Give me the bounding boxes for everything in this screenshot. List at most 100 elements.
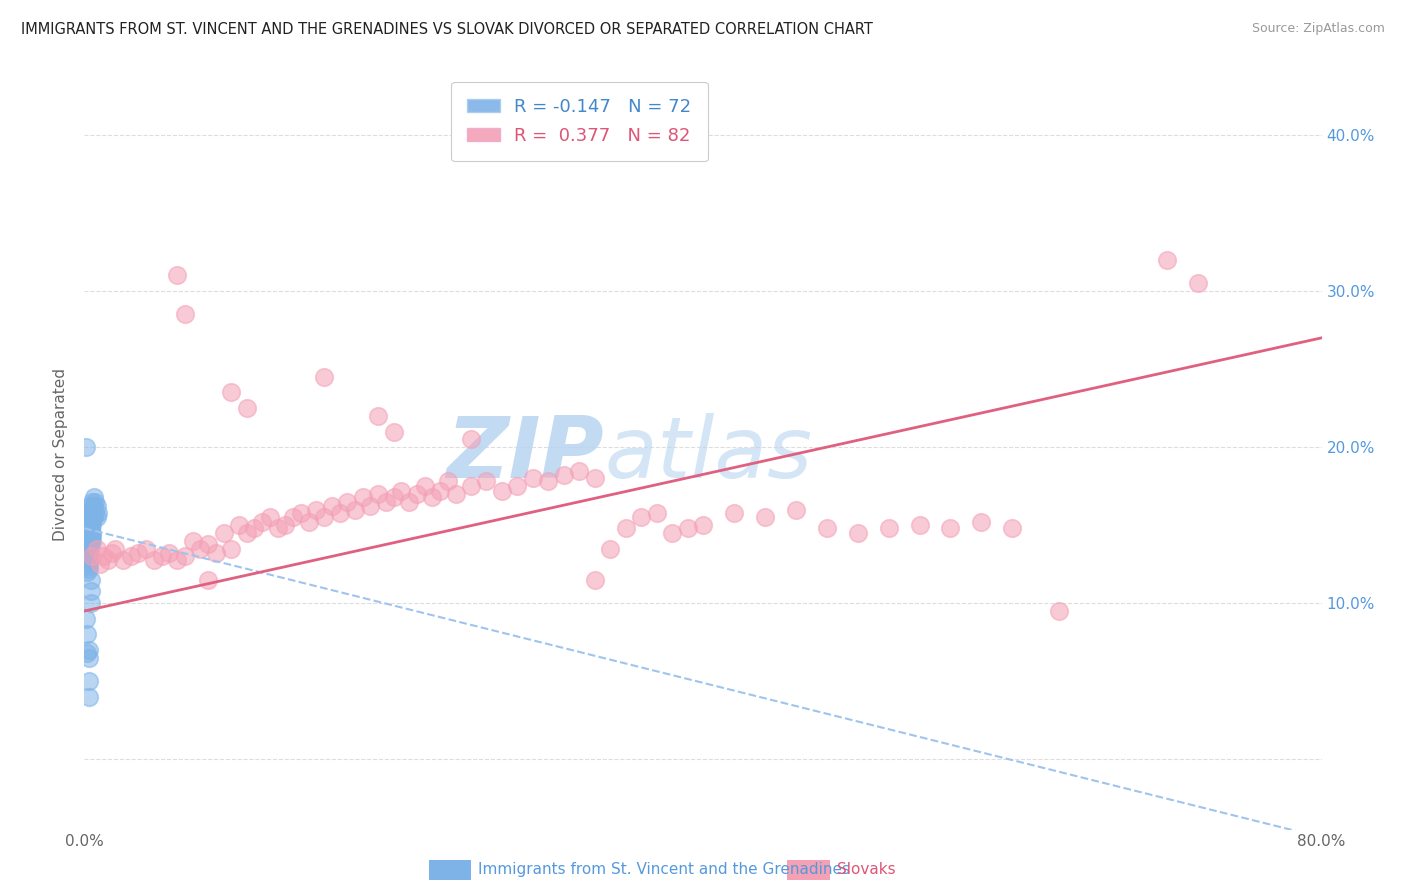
Point [75,529,97,543]
Point [76,518,98,533]
Point [219,385,242,400]
Point [76,646,98,660]
Text: IMMIGRANTS FROM ST. VINCENT AND THE GRENADINES VS SLOVAK DIVORCED OR SEPARATED C: IMMIGRANTS FROM ST. VINCENT AND THE GREN… [21,22,873,37]
Point [336,494,359,508]
Point [460,479,482,493]
Point [235,401,259,416]
Point [506,479,529,493]
Point [754,510,776,524]
Point [75,533,97,548]
Point [112,552,135,566]
Point [83,500,105,514]
Point [96,552,118,566]
Point [86,510,108,524]
Point [352,490,374,504]
Point [537,475,560,489]
Point [382,490,405,504]
Point [79,537,101,551]
Point [181,533,204,548]
Point [1156,252,1178,267]
Point [312,510,335,524]
Point [491,483,513,498]
Point [75,531,97,545]
Point [429,483,451,498]
Point [939,521,962,535]
Point [75,537,97,551]
Point [405,487,427,501]
Point [243,521,266,535]
Point [104,541,127,556]
Point [75,612,97,626]
Point [692,518,714,533]
Point [166,552,188,566]
Point [389,483,413,498]
Point [422,490,444,504]
Point [79,510,101,524]
Point [174,307,197,322]
Point [630,510,652,524]
Point [259,510,281,524]
Point [970,515,993,529]
Point [398,494,420,508]
Point [82,510,104,524]
Point [77,531,100,545]
Point [475,475,498,489]
Point [82,526,104,541]
Point [250,515,273,529]
Y-axis label: Divorced or Separated: Divorced or Separated [53,368,69,541]
Point [212,526,235,541]
Point [846,526,869,541]
Point [188,541,211,556]
Point [77,562,100,576]
Point [77,533,100,548]
Point [77,643,100,657]
Point [1047,604,1070,618]
Point [321,500,343,514]
Point [84,494,107,508]
Point [76,543,98,558]
Point [76,510,98,524]
Point [79,583,101,598]
Point [76,529,98,543]
Point [522,471,544,485]
Point [645,506,668,520]
Legend: R = -0.147   N = 72, R =  0.377   N = 82: R = -0.147 N = 72, R = 0.377 N = 82 [451,82,707,161]
Point [83,510,105,524]
Point [79,515,101,529]
Point [281,510,305,524]
Point [360,500,382,514]
Point [77,552,100,566]
Text: Source: ZipAtlas.com: Source: ZipAtlas.com [1251,22,1385,36]
Point [79,500,101,514]
Point [86,541,108,556]
Point [76,537,98,551]
Point [908,518,931,533]
Point [382,425,405,439]
Point [83,490,105,504]
Point [205,546,228,560]
Point [76,526,98,541]
Point [75,540,97,554]
Point [79,526,101,541]
Point [274,518,297,533]
Point [290,506,312,520]
Point [77,543,100,558]
Point [77,510,100,524]
Point [82,518,104,533]
Point [135,541,157,556]
Point [82,529,104,543]
Point [75,526,97,541]
Point [77,521,100,535]
Point [82,533,104,548]
Point [444,487,467,501]
Point [815,521,838,535]
Point [877,521,900,535]
Point [77,527,100,541]
Point [568,464,591,478]
Point [91,549,114,564]
Point [460,433,482,447]
Point [599,541,621,556]
Point [82,502,104,516]
Point [676,521,699,535]
Point [159,546,180,560]
